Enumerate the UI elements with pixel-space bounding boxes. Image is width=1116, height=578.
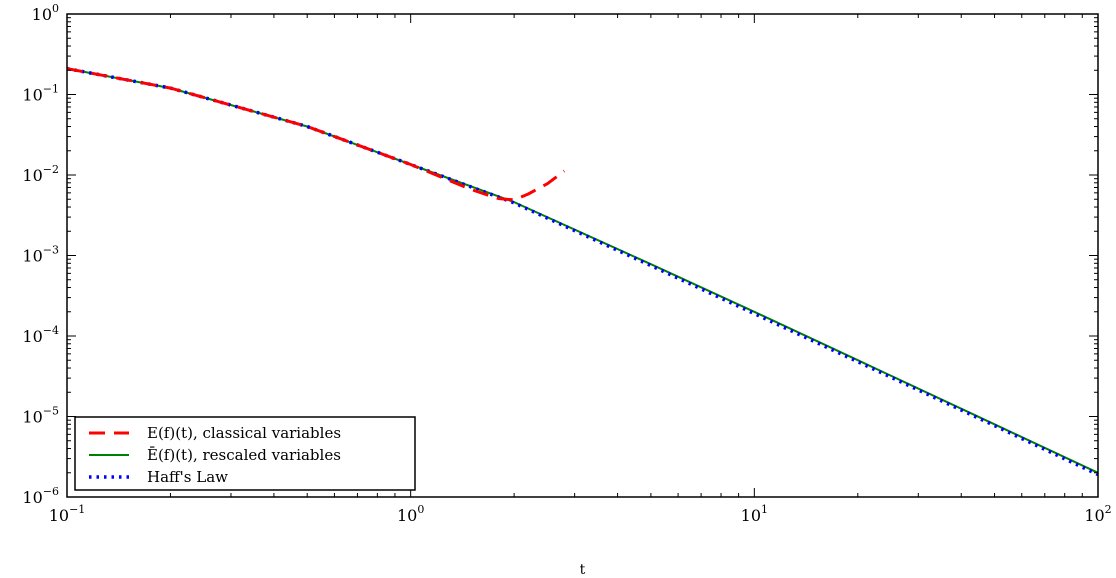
- y-tick-label: 10−6: [22, 485, 59, 507]
- x-tick-label: 10−1: [49, 503, 86, 525]
- series-layer: [66, 66, 1099, 477]
- x-tick-label: 102: [1084, 503, 1111, 525]
- y-tick-label: 100: [32, 2, 59, 24]
- x-tick-label: 100: [397, 503, 424, 525]
- legend-label-1: Ē(f)(t), rescaled variables: [147, 446, 341, 464]
- y-tick-label: 10−5: [22, 405, 59, 427]
- ticks-layer: 10−1 100 101 102 10−6 10−5 10−4 10−3 10−2 10−1 100: [22, 2, 1111, 525]
- legend-label-2: Haff's Law: [147, 468, 228, 486]
- x-tick-label: 101: [741, 503, 768, 525]
- series-line-1: [66, 67, 1099, 474]
- y-tick-label: 10−3: [22, 244, 59, 266]
- y-tick-label: 10−4: [22, 324, 59, 346]
- legend: E(f)(t), classical variables Ē(f)(t), res…: [74, 416, 416, 491]
- legend-label-0: E(f)(t), classical variables: [147, 424, 341, 442]
- series-line-0: [66, 67, 566, 202]
- y-tick-label: 10−1: [22, 83, 59, 105]
- series-line-2: [66, 66, 1099, 477]
- y-tick-label: 10−2: [22, 163, 59, 185]
- x-axis-label: t: [580, 562, 586, 578]
- legend-box: [74, 416, 416, 491]
